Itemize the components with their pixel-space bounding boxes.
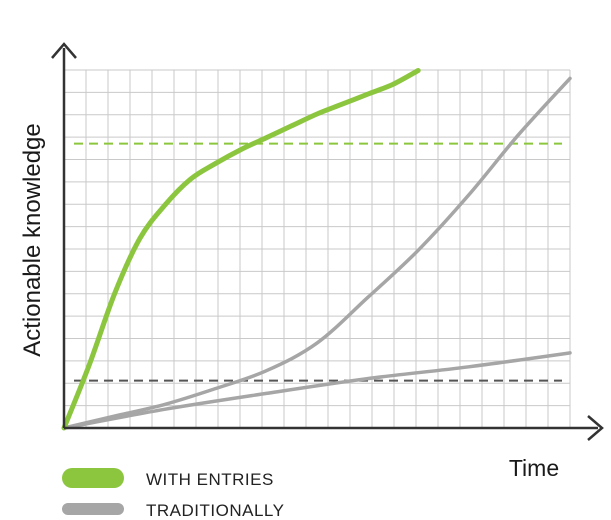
legend-item-traditionally: TRADITIONALLY: [62, 501, 284, 520]
legend-label-with-entries: WITH ENTRIES: [146, 470, 274, 489]
series-line-unnamed-2: [62, 351, 572, 430]
axes: [51, 42, 604, 441]
series-line-traditionally: [62, 76, 572, 430]
x-axis-label: Time: [509, 455, 559, 481]
grid: [64, 69, 571, 428]
series-group: [61, 68, 572, 431]
legend-swatch-with-entries: [62, 468, 124, 488]
series-line-with-entries: [61, 68, 421, 431]
y-axis-label: Actionable knowledge: [19, 123, 46, 357]
legend-swatch-traditionally: [62, 503, 124, 515]
y-axis-arrow: [51, 42, 77, 59]
legend-item-with-entries: WITH ENTRIES: [62, 468, 274, 489]
legend: WITH ENTRIES TRADITIONALLY: [62, 468, 284, 520]
legend-label-traditionally: TRADITIONALLY: [146, 501, 284, 520]
x-axis-arrow: [587, 415, 604, 441]
reference-lines: [74, 142, 562, 382]
